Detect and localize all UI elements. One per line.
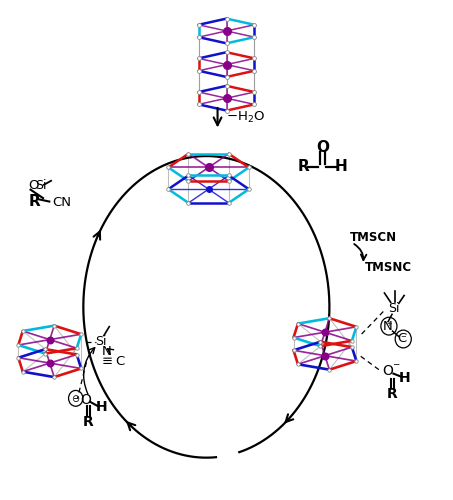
Text: H: H (96, 400, 107, 413)
Text: CN: CN (52, 196, 71, 209)
Text: Si: Si (96, 335, 107, 348)
Text: O: O (29, 179, 39, 192)
Text: O: O (382, 364, 393, 378)
Text: N: N (102, 345, 111, 358)
Text: H: H (399, 370, 411, 384)
Text: Si: Si (389, 302, 400, 315)
Text: $-$H$_2$O: $-$H$_2$O (226, 110, 265, 125)
Text: N: N (382, 320, 392, 333)
Text: C: C (397, 332, 406, 345)
Text: Si: Si (35, 179, 47, 192)
Text: TMSCN: TMSCN (350, 231, 397, 244)
Text: O: O (316, 140, 329, 155)
Text: $^-$: $^-$ (390, 361, 401, 374)
Text: O: O (80, 393, 91, 407)
Text: TMSNC: TMSNC (365, 261, 412, 274)
Text: R: R (387, 388, 398, 402)
Text: R: R (29, 194, 40, 209)
Text: $^-$: $^-$ (399, 334, 407, 344)
Text: R: R (297, 160, 309, 174)
Text: $\equiv$C: $\equiv$C (100, 355, 126, 368)
Text: R: R (82, 414, 93, 428)
Text: $^+$: $^+$ (385, 321, 393, 331)
Text: $\ominus$: $\ominus$ (71, 393, 80, 404)
Text: H: H (335, 160, 348, 174)
